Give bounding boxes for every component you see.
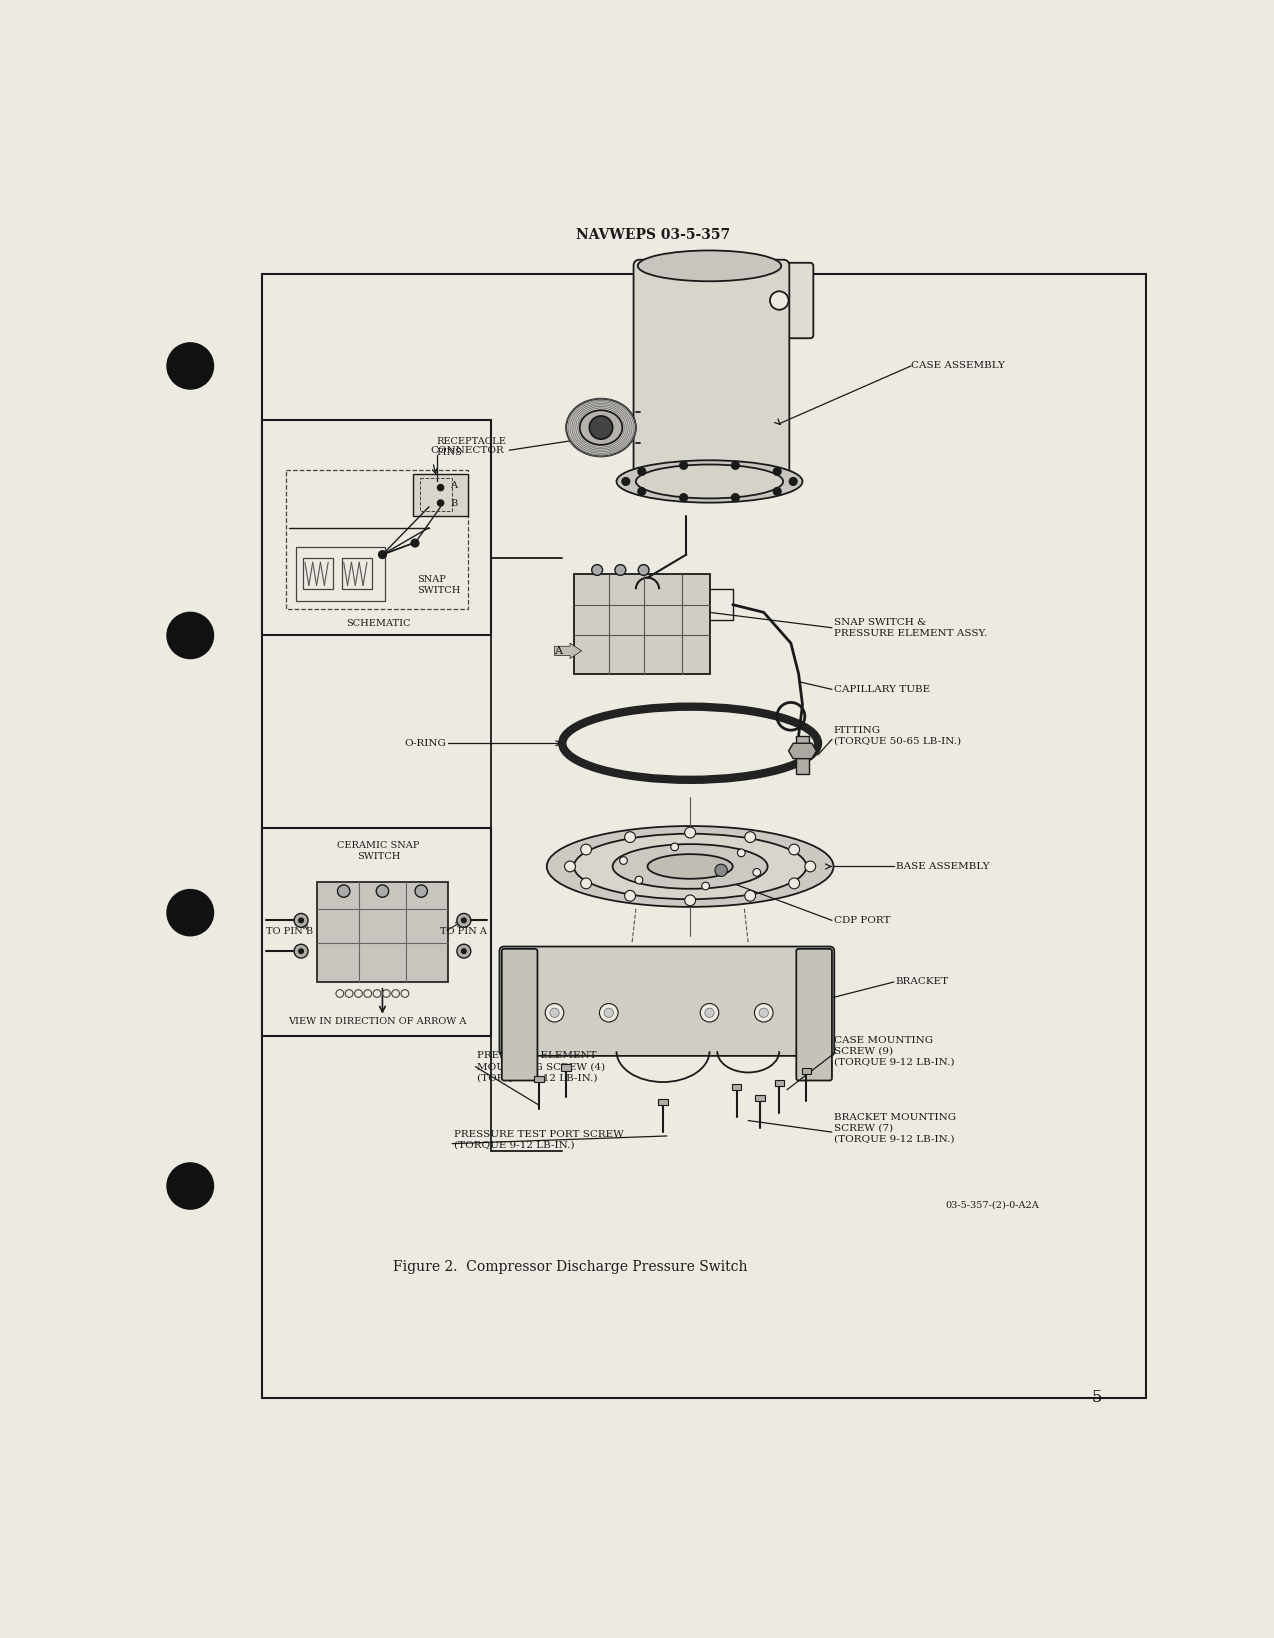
Circle shape <box>624 832 636 842</box>
Text: B: B <box>450 498 457 508</box>
Circle shape <box>731 462 739 468</box>
Text: SCHEMATIC: SCHEMATIC <box>347 619 410 629</box>
FancyBboxPatch shape <box>749 262 813 337</box>
Circle shape <box>412 539 419 547</box>
Circle shape <box>789 878 800 889</box>
Circle shape <box>638 468 646 475</box>
Circle shape <box>638 488 646 495</box>
Circle shape <box>378 550 386 559</box>
Text: CAPILLARY TUBE: CAPILLARY TUBE <box>833 685 930 695</box>
Text: SNAP SWITCH &
PRESSURE ELEMENT ASSY.: SNAP SWITCH & PRESSURE ELEMENT ASSY. <box>833 618 987 637</box>
Circle shape <box>437 500 443 506</box>
Text: A: A <box>554 645 562 655</box>
Text: PRESSURE TEST PORT SCREW
(TORQUE 9-12 LB-IN.): PRESSURE TEST PORT SCREW (TORQUE 9-12 LB… <box>454 1130 623 1150</box>
Circle shape <box>745 891 755 901</box>
Ellipse shape <box>647 853 733 878</box>
Circle shape <box>671 844 679 850</box>
Circle shape <box>376 885 389 898</box>
Bar <box>659 1099 668 1106</box>
Circle shape <box>591 565 603 575</box>
Circle shape <box>298 917 303 922</box>
Text: PRESSURE ELEMENT
MOUNTING SCREW (4)
(TORQUE 9-12 LB-IN.): PRESSURE ELEMENT MOUNTING SCREW (4) (TOR… <box>476 1052 605 1083</box>
Bar <box>775 1079 784 1086</box>
Ellipse shape <box>580 410 622 446</box>
FancyBboxPatch shape <box>499 947 834 1057</box>
Circle shape <box>550 1007 559 1017</box>
Circle shape <box>167 613 214 658</box>
Circle shape <box>738 848 745 857</box>
Text: 5: 5 <box>1092 1389 1102 1407</box>
Ellipse shape <box>547 826 833 907</box>
Circle shape <box>581 844 591 855</box>
Bar <box>262 274 1145 1397</box>
Circle shape <box>461 948 466 953</box>
Circle shape <box>701 1004 719 1022</box>
Circle shape <box>415 885 427 898</box>
Text: CONNECTOR: CONNECTOR <box>431 446 505 455</box>
Circle shape <box>167 889 214 935</box>
Circle shape <box>680 493 688 501</box>
Text: BRACKET: BRACKET <box>896 978 949 986</box>
Text: TO PIN B: TO PIN B <box>266 927 313 937</box>
Circle shape <box>604 1007 613 1017</box>
Circle shape <box>294 914 308 927</box>
Circle shape <box>769 292 789 310</box>
Circle shape <box>581 878 591 889</box>
Polygon shape <box>789 744 817 758</box>
Text: A: A <box>450 482 457 490</box>
Text: CERAMIC SNAP
SWITCH: CERAMIC SNAP SWITCH <box>338 840 419 862</box>
Circle shape <box>634 876 643 885</box>
Ellipse shape <box>636 465 784 498</box>
Circle shape <box>773 488 781 495</box>
Circle shape <box>789 844 800 855</box>
Bar <box>534 1076 544 1083</box>
Circle shape <box>705 1007 715 1017</box>
Circle shape <box>167 1163 214 1209</box>
Circle shape <box>715 865 727 876</box>
Bar <box>285 470 468 608</box>
FancyBboxPatch shape <box>796 948 832 1081</box>
Bar <box>303 559 333 590</box>
FancyBboxPatch shape <box>633 260 790 488</box>
Bar <box>796 735 809 775</box>
Text: CASE MOUNTING
SCREW (9)
(TORQUE 9-12 LB-IN.): CASE MOUNTING SCREW (9) (TORQUE 9-12 LB-… <box>833 1035 954 1066</box>
Circle shape <box>773 468 781 475</box>
Text: FITTING
(TORQUE 50-65 LB-IN.): FITTING (TORQUE 50-65 LB-IN.) <box>833 726 961 745</box>
Circle shape <box>805 862 815 871</box>
Circle shape <box>590 416 613 439</box>
Bar <box>262 827 490 1035</box>
Circle shape <box>754 1004 773 1022</box>
Circle shape <box>619 857 627 865</box>
Text: CASE ASSEMBLY: CASE ASSEMBLY <box>911 362 1005 370</box>
Text: 03-5-357-(2)-0-A2A: 03-5-357-(2)-0-A2A <box>945 1201 1038 1210</box>
Text: RECEPTACLE
PINS: RECEPTACLE PINS <box>437 437 507 457</box>
FancyBboxPatch shape <box>502 948 538 1081</box>
Circle shape <box>702 883 710 889</box>
Circle shape <box>600 1004 618 1022</box>
FancyArrow shape <box>554 644 582 658</box>
Bar <box>573 573 710 673</box>
Circle shape <box>564 862 576 871</box>
Circle shape <box>790 478 798 485</box>
Text: BASE ASSEMBLY: BASE ASSEMBLY <box>896 862 989 871</box>
Text: NAVWEPS 03-5-357: NAVWEPS 03-5-357 <box>576 228 730 242</box>
Ellipse shape <box>573 834 806 899</box>
Bar <box>343 559 372 590</box>
Circle shape <box>759 1007 768 1017</box>
Circle shape <box>615 565 626 575</box>
Text: O-RING: O-RING <box>404 739 446 749</box>
Circle shape <box>622 478 629 485</box>
Circle shape <box>457 943 471 958</box>
Circle shape <box>167 342 214 390</box>
Circle shape <box>338 885 350 898</box>
Bar <box>419 478 452 511</box>
Circle shape <box>437 485 443 491</box>
Bar <box>316 881 448 981</box>
Circle shape <box>624 891 636 901</box>
Circle shape <box>753 868 761 876</box>
Circle shape <box>457 914 471 927</box>
Bar <box>562 1065 571 1071</box>
Ellipse shape <box>613 844 768 889</box>
Bar <box>414 473 468 516</box>
Circle shape <box>684 827 696 839</box>
